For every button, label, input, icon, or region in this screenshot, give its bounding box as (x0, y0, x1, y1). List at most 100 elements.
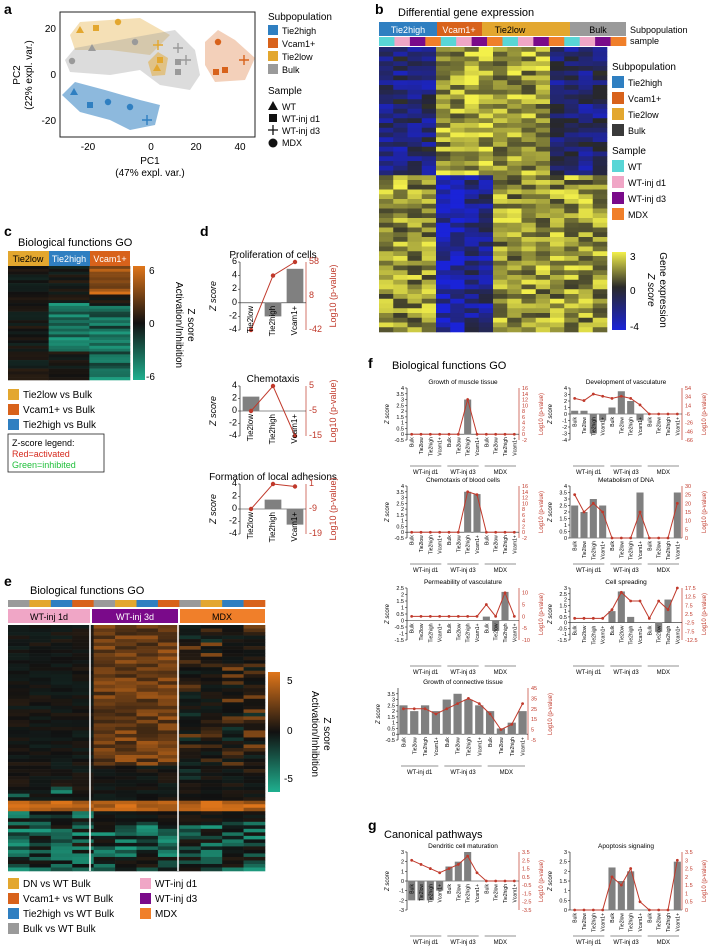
pca-point (222, 67, 228, 73)
heatmap-cell (179, 853, 202, 858)
heatmap-cell (393, 213, 408, 219)
colorbar-b-tick: 0 (630, 286, 636, 297)
heatmap-cell (450, 232, 465, 238)
heatmap-cell (157, 695, 180, 700)
heatmap-cell (50, 723, 73, 728)
chart-proliferation-of-cells: Proliferation of cells6420-2-4588-42Tie2… (208, 250, 338, 336)
heatmap-cell (379, 317, 394, 323)
heatmap-cell (179, 723, 202, 728)
bar (608, 867, 616, 910)
heatmap-cell (222, 776, 244, 780)
y2-axis-title: Log10 (p-value) (539, 491, 545, 533)
colorbar-b-tick: 3 (630, 252, 636, 263)
pca-point (142, 115, 152, 125)
heatmap-cell (48, 374, 90, 378)
heatmap-cell (157, 786, 180, 791)
heatmap-cell (72, 625, 94, 629)
heatmap-cell (8, 271, 49, 275)
heatmap-cell (521, 327, 537, 333)
chart-title: Apoptosis signaling (598, 843, 654, 850)
heatmap-cell (93, 695, 116, 700)
heatmap-cell (507, 104, 522, 110)
top-bar-cell (157, 600, 180, 607)
heatmap-cell (564, 232, 579, 238)
heatmap-cell (72, 716, 94, 721)
heatmap-cell (222, 856, 244, 861)
heatmap-cell (464, 218, 480, 224)
heatmap-cell (407, 279, 423, 285)
heatmap-cell (136, 740, 159, 745)
heatmap-cell (393, 175, 408, 181)
heatmap-cell (578, 89, 594, 95)
heatmap-cell (200, 744, 223, 749)
pvalue-point (591, 501, 595, 505)
colorbar-c-tick: 6 (149, 266, 155, 277)
heatmap-cell (578, 308, 594, 314)
heatmap-cell (115, 821, 137, 826)
heatmap-cell (564, 70, 579, 76)
heatmap-cell (521, 51, 537, 57)
heatmap-cell (115, 856, 137, 861)
y-tick-label: 1 (564, 609, 567, 615)
y2-tick-label: 12 (522, 496, 528, 502)
heatmap-cell (179, 776, 202, 780)
heatmap-cell (550, 175, 565, 181)
heatmap-cell (157, 797, 180, 802)
group-label: WT-inj d1 (413, 568, 439, 574)
pca-xlabel: PC1 (140, 156, 160, 167)
heatmap-cell (200, 828, 223, 833)
heatmap-cell (243, 863, 266, 868)
heatmap-cell (29, 821, 52, 826)
heatmap-cell (450, 303, 465, 309)
heatmap-cell (521, 251, 537, 257)
heatmap-cell (89, 368, 131, 372)
heatmap-cell (493, 213, 508, 219)
y-tick-label: -2 (229, 516, 237, 526)
heatmap-cell (379, 251, 394, 257)
heatmap-cell (93, 660, 116, 664)
heatmap-cell (243, 825, 266, 830)
heatmap-cell (72, 698, 94, 703)
heatmap-cell (578, 327, 594, 333)
heatmap-cell (157, 674, 180, 679)
heatmap-cell (29, 649, 52, 654)
heatmap-cell (521, 237, 537, 243)
heatmap-cell (379, 189, 394, 195)
heatmap-cell (436, 85, 451, 91)
heatmap-cell (8, 740, 30, 745)
bar (636, 414, 644, 421)
heatmap-cell (493, 113, 508, 119)
heatmap-cell (507, 246, 522, 252)
heatmap-cell (421, 175, 437, 181)
heatmap-cell (93, 642, 116, 647)
heatmap-cell (407, 104, 423, 110)
heatmap-b-rowlabel: Subpopulation (630, 25, 688, 35)
heatmap-cell (115, 839, 137, 844)
heatmap-cell (436, 256, 451, 262)
y2-tick-label: -46 (685, 429, 693, 435)
category-label: Vcam1+ (512, 623, 518, 642)
heatmap-cell (48, 303, 90, 307)
heatmap-cell (436, 175, 451, 181)
y-tick-label: 2.5 (396, 501, 404, 507)
sample-bar-cell (533, 37, 550, 46)
heatmap-cell (550, 232, 565, 238)
heatmap-cell (464, 94, 480, 100)
heatmap-cell (200, 863, 223, 868)
heatmap-cell (493, 199, 508, 205)
heatmap-cell (200, 723, 223, 728)
heatmap-cell (136, 828, 159, 833)
group-label: MDX (494, 470, 507, 476)
heatmap-cell (421, 75, 437, 81)
heatmap-cell (222, 635, 244, 640)
pca-point (153, 64, 161, 71)
heatmap-cell (521, 256, 537, 262)
heatmap-cell (407, 165, 423, 171)
heatmap-cell (550, 327, 565, 333)
y2-axis-title: Log10 (p-value) (328, 264, 338, 327)
heatmap-cell (493, 208, 508, 214)
heatmap-cell (8, 311, 49, 315)
heatmap-cell (93, 632, 116, 636)
pvalue-line (574, 393, 678, 415)
heatmap-cell (136, 716, 159, 721)
